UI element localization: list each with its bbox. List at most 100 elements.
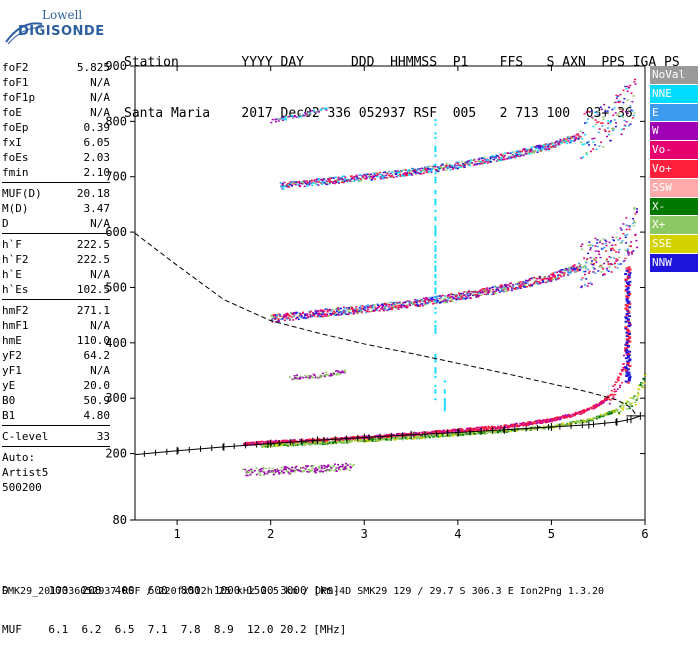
echo-point xyxy=(279,443,282,446)
echo-point xyxy=(562,273,565,276)
echo-point xyxy=(279,185,282,188)
echo-point xyxy=(624,111,627,113)
echo-point xyxy=(572,267,575,269)
echo-point xyxy=(542,278,545,281)
echo-point xyxy=(331,374,334,377)
echo-point xyxy=(516,428,519,431)
echo-point xyxy=(365,176,368,179)
echo-point xyxy=(302,182,305,184)
echo-point xyxy=(582,156,585,158)
echo-point xyxy=(592,141,595,143)
echo-point xyxy=(321,443,324,446)
vertical-spike-point xyxy=(628,364,632,367)
echo-point xyxy=(349,465,352,468)
echo-point xyxy=(609,121,612,124)
echo-point xyxy=(599,239,602,242)
echo-point xyxy=(341,175,344,178)
echo-point xyxy=(618,412,621,414)
echo-point xyxy=(276,444,279,447)
echo-point xyxy=(406,170,409,172)
echo-point xyxy=(540,420,543,422)
vertical-artifact-point xyxy=(434,147,437,150)
vertical-spike-point xyxy=(626,301,630,304)
echo-point xyxy=(341,370,344,372)
echo-point xyxy=(305,183,308,186)
echo-point xyxy=(389,307,392,309)
echo-point xyxy=(430,170,433,172)
vertical-artifact-point xyxy=(434,172,437,175)
echo-point xyxy=(370,438,373,440)
echo-point xyxy=(319,109,322,112)
vertical-spike-point xyxy=(624,273,628,276)
echo-point xyxy=(498,156,501,159)
echo-point xyxy=(387,306,390,308)
echo-point xyxy=(592,258,595,260)
echo-point xyxy=(565,267,568,270)
echo-point xyxy=(611,247,614,249)
echo-point xyxy=(424,303,427,306)
echo-point xyxy=(381,176,384,179)
echo-point xyxy=(298,468,301,471)
echo-point xyxy=(378,438,381,440)
echo-point xyxy=(399,173,402,176)
echo-point xyxy=(417,434,420,436)
echo-point xyxy=(489,428,492,430)
y-tick-label-600: 600 xyxy=(105,225,127,239)
echo-point xyxy=(637,387,640,390)
echo-point xyxy=(370,310,373,312)
echo-point xyxy=(295,465,298,468)
echo-point xyxy=(349,308,352,311)
echo-point xyxy=(449,300,452,302)
echo-point xyxy=(554,271,557,274)
echo-point xyxy=(306,376,309,378)
echo-point xyxy=(325,315,328,317)
vertical-artifact-point xyxy=(434,245,437,248)
echo-point xyxy=(452,428,455,431)
echo-point xyxy=(451,165,454,167)
echo-point xyxy=(536,151,539,153)
echo-point xyxy=(421,431,424,434)
vertical-spike-point xyxy=(624,278,628,281)
echo-point xyxy=(328,180,331,183)
echo-point xyxy=(371,307,374,309)
echo-point xyxy=(504,424,507,426)
echo-point xyxy=(440,435,443,438)
echo-point xyxy=(553,274,556,277)
echo-point xyxy=(285,470,288,472)
echo-point xyxy=(610,271,613,273)
echo-point xyxy=(414,437,417,439)
echo-point xyxy=(497,427,500,429)
echo-point xyxy=(552,275,555,277)
echo-point xyxy=(361,175,364,177)
echo-point xyxy=(531,152,534,154)
echo-point xyxy=(286,185,289,188)
echo-point xyxy=(408,172,411,175)
echo-point xyxy=(417,304,420,307)
echo-point xyxy=(519,287,522,289)
param-name: fmin xyxy=(2,166,29,179)
vertical-artifact-point xyxy=(434,296,437,299)
echo-point xyxy=(586,118,589,120)
echo-point xyxy=(341,437,344,439)
echo-point xyxy=(304,467,307,469)
echo-point xyxy=(451,430,454,432)
echo-point xyxy=(550,146,553,149)
param-name: foE xyxy=(2,106,22,119)
echo-point xyxy=(623,260,626,262)
param-row: fxI 6.05 xyxy=(2,135,110,150)
echo-point xyxy=(368,174,371,176)
vertical-artifact-point xyxy=(434,274,437,277)
echo-point xyxy=(389,434,392,437)
echo-point xyxy=(328,179,331,181)
echo-point xyxy=(542,280,545,282)
echo-point xyxy=(320,312,323,315)
echo-point xyxy=(551,145,554,148)
echo-point xyxy=(625,242,628,244)
echo-point xyxy=(320,443,323,445)
echo-point xyxy=(496,155,499,157)
echo-point xyxy=(279,313,282,316)
echo-point xyxy=(406,171,409,174)
echo-point xyxy=(620,128,623,131)
echo-point xyxy=(613,101,616,104)
echo-point xyxy=(644,374,647,377)
